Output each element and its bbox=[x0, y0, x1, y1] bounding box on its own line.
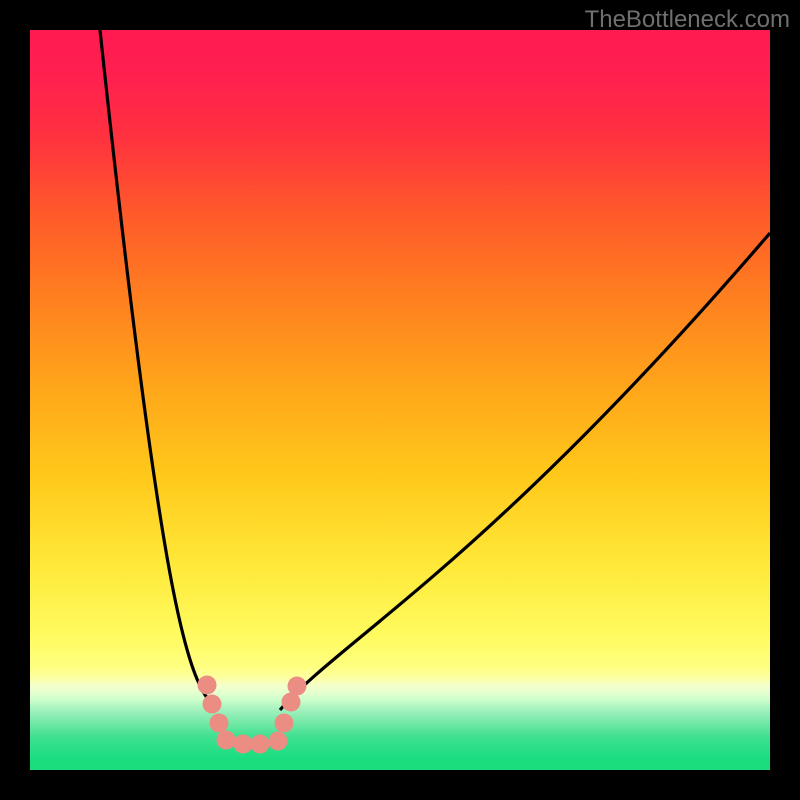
marker-point bbox=[217, 731, 236, 750]
chart-plot-area bbox=[30, 30, 770, 770]
marker-point bbox=[210, 714, 229, 733]
page-root: TheBottleneck.com bbox=[0, 0, 800, 800]
marker-point bbox=[288, 677, 307, 696]
marker-point bbox=[251, 735, 270, 754]
marker-point bbox=[203, 695, 222, 714]
marker-point bbox=[269, 732, 288, 751]
chart-background bbox=[30, 30, 770, 770]
marker-point bbox=[275, 714, 294, 733]
bottleneck-chart bbox=[30, 30, 770, 770]
marker-point bbox=[234, 735, 253, 754]
watermark-label: TheBottleneck.com bbox=[585, 6, 790, 34]
marker-point bbox=[198, 676, 217, 695]
